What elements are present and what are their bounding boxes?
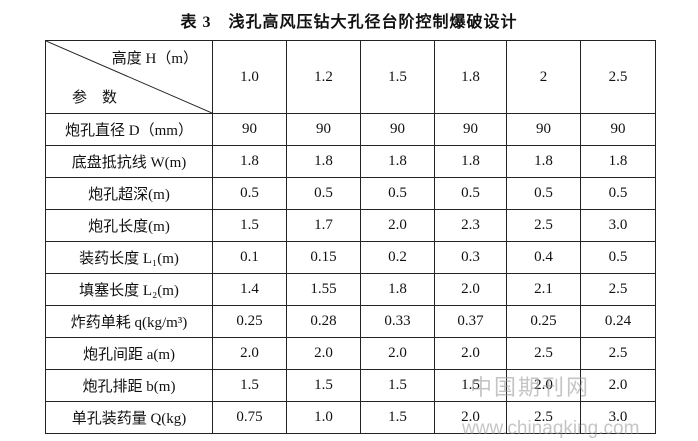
table-cell: 0.33: [360, 305, 435, 338]
table-cell: 0.5: [360, 177, 435, 210]
table-cell: 2.0: [286, 337, 361, 370]
table-body: 高度 H（m） 参 数 1.0 1.2 1.5 1.8 2 2.5 炮孔直径 D（mm） 9…: [45, 40, 656, 434]
row-label: 炮孔间距 a(m): [45, 337, 213, 370]
table-cell: 0.2: [360, 241, 435, 274]
table-cell: 0.37: [434, 305, 507, 338]
header-bottom-label: 参 数: [72, 90, 118, 106]
table-cell: 1.5: [212, 209, 287, 242]
table-row: 炸药单耗 q(kg/m³) 0.25 0.28 0.33 0.37 0.25 0.24: [45, 305, 656, 338]
table-row: 炮孔排距 b(m) 1.5 1.5 1.5 1.5 2.0 2.0: [45, 369, 656, 402]
watermark-url: www.chinaqking.com: [462, 418, 640, 439]
row-label: 炮孔排距 b(m): [45, 369, 213, 402]
diagonal-line: [46, 41, 212, 113]
column-header: 1.0: [212, 40, 287, 114]
table-cell: 90: [434, 113, 507, 146]
table-cell: 0.5: [506, 177, 581, 210]
table-cell: 0.5: [212, 177, 287, 210]
row-label: 炸药单耗 q(kg/m³): [45, 305, 213, 338]
table-cell: 3.0: [580, 401, 656, 434]
column-header: 1.5: [360, 40, 435, 114]
table-cell: 1.8: [212, 145, 287, 178]
table-row: 炮孔直径 D（mm） 90 90 90 90 90 90: [45, 113, 656, 146]
column-header: 1.2: [286, 40, 361, 114]
table: 高度 H（m） 参 数 1.0 1.2 1.5 1.8 2 2.5 炮孔直径 D（mm） 9…: [45, 40, 656, 434]
table-row: 底盘抵抗线 W(m) 1.8 1.8 1.8 1.8 1.8 1.8: [45, 145, 656, 178]
column-header: 2.5: [580, 40, 656, 114]
table-cell: 3.0: [580, 209, 656, 242]
row-label: 单孔装药量 Q(kg): [45, 401, 213, 434]
table-cell: 2.0: [360, 209, 435, 242]
table-row: 填塞长度 L₂(m) 1.4 1.55 1.8 2.0 2.1 2.5: [45, 273, 656, 306]
table-row: 单孔装药量 Q(kg) 0.75 1.0 1.5 2.0 2.5 3.0: [45, 401, 656, 434]
header-top-label: 高度 H（m）: [111, 51, 198, 67]
diagonal-header-cell: 高度 H（m） 参 数: [45, 40, 213, 114]
table-cell: 0.3: [434, 241, 507, 274]
table-row: 装药长度 L₁(m) 0.1 0.15 0.2 0.3 0.4 0.5: [45, 241, 656, 274]
table-cell: 2.0: [434, 401, 507, 434]
table-cell: 1.8: [434, 145, 507, 178]
row-label: 填塞长度 L₂(m): [45, 273, 213, 306]
table-cell: 2.5: [580, 337, 656, 370]
table-cell: 1.5: [360, 369, 435, 402]
table-cell: 1.8: [580, 145, 656, 178]
table-cell: 0.1: [212, 241, 287, 274]
row-label: 装药长度 L₁(m): [45, 241, 213, 274]
table-cell: 0.15: [286, 241, 361, 274]
table-cell: 1.8: [360, 273, 435, 306]
table-cell: 0.4: [506, 241, 581, 274]
column-header: 2: [506, 40, 581, 114]
table-cell: 2.0: [580, 369, 656, 402]
row-label: 炮孔超深(m): [45, 177, 213, 210]
table-cell: 90: [580, 113, 656, 146]
table-cell: 1.8: [286, 145, 361, 178]
table-cell: 2.5: [580, 273, 656, 306]
table-cell: 1.8: [506, 145, 581, 178]
table-cell: 1.55: [286, 273, 361, 306]
table-cell: 1.7: [286, 209, 361, 242]
table-cell: 2.0: [434, 337, 507, 370]
table-title: 表 3 浅孔高风压钻大孔径台阶控制爆破设计: [180, 14, 518, 31]
table-row: 炮孔间距 a(m) 2.0 2.0 2.0 2.0 2.5 2.5: [45, 337, 656, 370]
header-row: 高度 H（m） 参 数 1.0 1.2 1.5 1.8 2 2.5: [45, 40, 656, 114]
table-row: 炮孔超深(m) 0.5 0.5 0.5 0.5 0.5 0.5: [45, 177, 656, 210]
table-cell: 2.5: [506, 337, 581, 370]
table-cell: 1.8: [360, 145, 435, 178]
table-cell: 90: [506, 113, 581, 146]
column-header: 1.8: [434, 40, 507, 114]
table-cell: 1.4: [212, 273, 287, 306]
table-cell: 0.5: [580, 241, 656, 274]
table-cell: 0.5: [434, 177, 507, 210]
table-cell: 0.5: [580, 177, 656, 210]
table-row: 炮孔长度(m) 1.5 1.7 2.0 2.3 2.5 3.0: [45, 209, 656, 242]
table-cell: 2.5: [506, 401, 581, 434]
table-cell: 90: [360, 113, 435, 146]
table-cell: 0.25: [506, 305, 581, 338]
table-cell: 0.75: [212, 401, 287, 434]
table-cell: 2.1: [506, 273, 581, 306]
table-cell: 2.3: [434, 209, 507, 242]
table-cell: 2.0: [212, 337, 287, 370]
table-cell: 0.28: [286, 305, 361, 338]
table-cell: 1.5: [212, 369, 287, 402]
table-cell: 90: [212, 113, 287, 146]
table-cell: 1.0: [286, 401, 361, 434]
table-cell: 90: [286, 113, 361, 146]
table-cell: 1.5: [286, 369, 361, 402]
row-label: 炮孔直径 D（mm）: [45, 113, 213, 146]
table-cell: 0.25: [212, 305, 287, 338]
table-cell: 0.24: [580, 305, 656, 338]
table-cell: 2.5: [506, 209, 581, 242]
table-cell: 2.0: [434, 273, 507, 306]
table-cell: 2.0: [360, 337, 435, 370]
table-cell: 1.5: [360, 401, 435, 434]
table-cell: 0.5: [286, 177, 361, 210]
watermark-name: 中国期刊网: [470, 375, 591, 400]
row-label: 炮孔长度(m): [45, 209, 213, 242]
row-label: 底盘抵抗线 W(m): [45, 145, 213, 178]
